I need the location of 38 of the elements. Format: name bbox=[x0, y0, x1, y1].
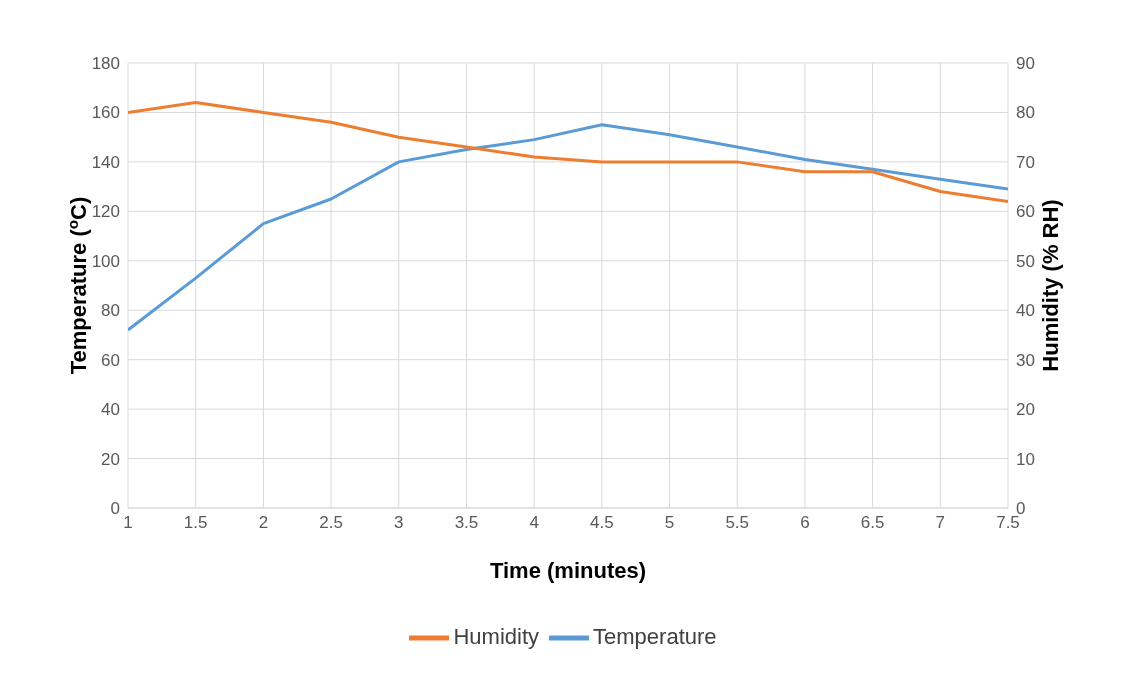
x-tick-label: 4.5 bbox=[590, 513, 614, 533]
x-tick-label: 4 bbox=[529, 513, 539, 533]
y2-tick-label: 80 bbox=[1016, 103, 1035, 123]
y-tick-label: 180 bbox=[91, 54, 120, 74]
y-tick-label: 100 bbox=[91, 251, 120, 271]
x-tick-label: 5.5 bbox=[725, 513, 750, 533]
y-tick-label: 60 bbox=[101, 350, 120, 370]
x-tick-label: 6 bbox=[800, 513, 810, 533]
x-axis-title: Time (minutes) bbox=[489, 558, 647, 583]
line-series bbox=[128, 123, 1008, 332]
y-tick-label: 140 bbox=[91, 152, 120, 172]
x-tick-label: 1 bbox=[123, 513, 133, 533]
x-tick-label: 1.5 bbox=[183, 513, 208, 533]
legend-label: Humidity bbox=[453, 623, 540, 649]
y2-tick-label: 10 bbox=[1016, 449, 1035, 469]
x-tick-label: 7 bbox=[935, 513, 946, 533]
x-tick-label: 5 bbox=[664, 513, 675, 533]
y2-tick-label: 30 bbox=[1016, 350, 1035, 370]
y2-tick-label: 50 bbox=[1016, 251, 1035, 271]
y-tick-label: 40 bbox=[101, 400, 120, 420]
line-series bbox=[128, 101, 1008, 203]
y2-tick-label: 70 bbox=[1016, 152, 1035, 172]
y-tick-label: 120 bbox=[91, 202, 120, 222]
y-tick-label: 0 bbox=[110, 499, 120, 519]
x-tick-label: 2.5 bbox=[319, 513, 343, 533]
y2-tick-label: 60 bbox=[1016, 202, 1035, 222]
x-tick-label: 2 bbox=[258, 513, 269, 533]
y2-tick-label: 20 bbox=[1016, 400, 1035, 420]
x-tick-label: 3 bbox=[394, 513, 404, 533]
x-tick-label: 6.5 bbox=[860, 513, 885, 533]
y-tick-label: 160 bbox=[91, 103, 120, 123]
y2-tick-label: 90 bbox=[1016, 54, 1035, 74]
y-tick-label: 80 bbox=[101, 301, 120, 321]
y-tick-label: 20 bbox=[101, 449, 120, 469]
y2-axis-title: Humidity (% RH) bbox=[1038, 199, 1063, 372]
legend-label: Temperature bbox=[593, 623, 717, 649]
y2-tick-label: 40 bbox=[1016, 301, 1035, 321]
x-tick-label: 3.5 bbox=[454, 513, 479, 533]
